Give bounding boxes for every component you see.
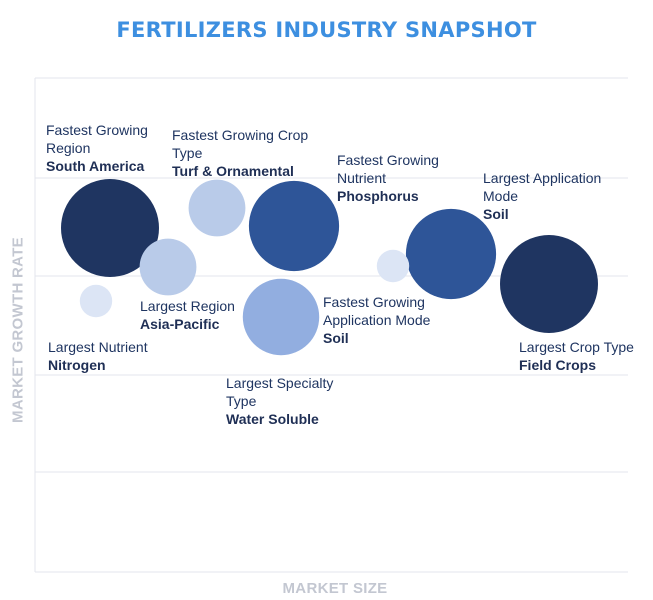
bubble-label: Fastest Growing Application Mode Soil [323,293,433,347]
bubble-category: Fastest Growing Application Mode [323,294,431,328]
bubble-label: Largest Application Mode Soil [483,169,613,223]
x-axis-label: MARKET SIZE [282,580,388,597]
bubble-label: Largest Specialty Type Water Soluble [226,374,346,428]
bubble-category: Largest Crop Type [519,339,634,355]
bubble [61,179,159,277]
bubble-category: Largest Region [140,298,235,314]
bubble-value: Nitrogen [48,357,106,373]
bubble [376,249,410,283]
bubble-value: Asia-Pacific [140,316,220,332]
bubble [405,208,497,300]
bubble-category: Largest Specialty Type [226,375,334,409]
bubble [248,180,340,272]
bubble-value: Phosphorus [337,188,419,204]
bubble [188,179,246,237]
bubble-category: Largest Nutrient [48,339,148,355]
bubble-label: Largest Region Asia-Pacific [140,297,250,333]
bubble-value: South America [46,158,145,174]
chart-title: FERTILIZERS INDUSTRY SNAPSHOT [116,18,537,42]
bubble-category: Largest Application Mode [483,170,602,204]
bubble-label: Fastest Growing Nutrient Phosphorus [337,151,449,205]
bubble-label: Largest Nutrient Nitrogen [48,338,188,374]
bubble-value: Turf & Ornamental [172,163,294,179]
bubble-label: Largest Crop Type Field Crops [519,338,649,374]
bubble-label: Fastest Growing Region South America [46,121,158,175]
bubble-value: Soil [483,206,509,222]
bubble [500,235,598,333]
bubble-category: Fastest Growing Crop Type [172,127,309,161]
bubble [242,278,320,356]
bubble-value: Soil [323,330,349,346]
bubble-category: Fastest Growing Region [46,122,148,156]
bubble [139,238,197,296]
y-axis-label: MARKET GROWTH RATE [9,237,27,423]
bubble [79,284,113,318]
bubble-value: Field Crops [519,357,597,373]
bubble-label: Fastest Growing Crop Type Turf & Ornament… [172,126,322,180]
bubble-category: Fastest Growing Nutrient [337,152,439,186]
bubble-value: Water Soluble [226,411,319,427]
